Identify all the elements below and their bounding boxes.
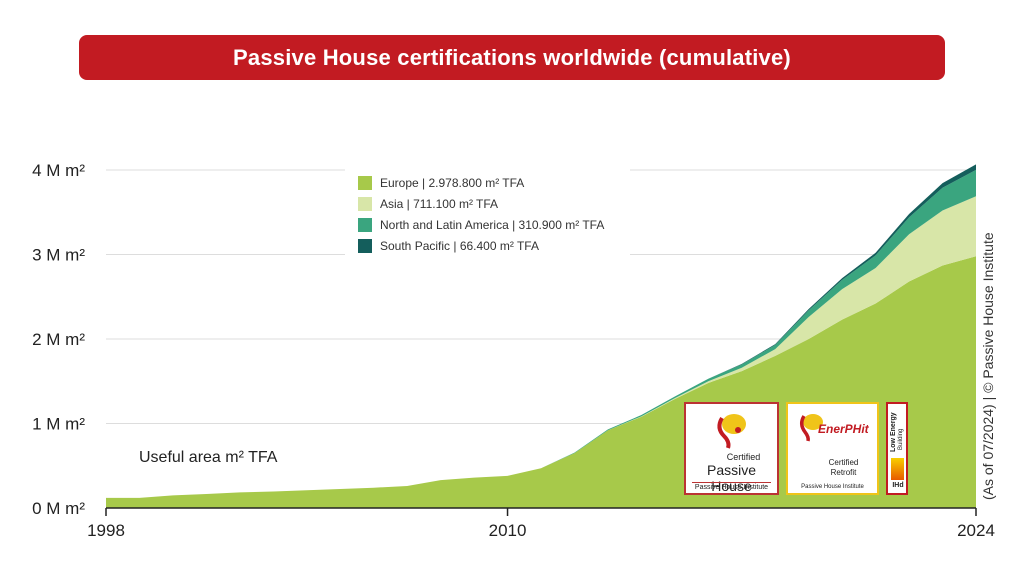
energy-gradient-bar <box>891 458 904 480</box>
y-tick-label: 0 M m² <box>32 499 85 518</box>
enerphit-logo: EnerPHit Certified Retrofit Passive Hous… <box>786 402 879 495</box>
title-banner: Passive House certifications worldwide (… <box>79 35 945 80</box>
enerphit-certified-text: Certified <box>828 458 859 467</box>
x-tick-label: 2024 <box>957 521 995 540</box>
legend-swatch <box>358 218 372 232</box>
chart-title: Passive House certifications worldwide (… <box>233 44 791 70</box>
legend-item-label: Europe | 2.978.800 m² TFA <box>380 176 524 190</box>
legend-swatch <box>358 176 372 190</box>
low-energy-building-logo: Low Energy Building IHd <box>886 402 908 495</box>
x-tick-label: 1998 <box>87 521 125 540</box>
enerphit-logo-icon <box>800 414 823 442</box>
ihd-text: IHd <box>892 482 904 489</box>
passive-house-logo: Certified Passive House Passive House In… <box>684 402 779 495</box>
low-energy-text: Low Energy <box>890 412 897 452</box>
axes: 0 M m² 1 M m² 2 M m² 3 M m² 4 M m² 1998 2010 20… <box>32 161 995 540</box>
legend-item-label: South Pacific | 66.400 m² TFA <box>380 239 539 253</box>
y-tick-label: 2 M m² <box>32 330 85 349</box>
useful-area-annotation: Useful area m² TFA <box>139 449 278 466</box>
legend-swatch <box>358 239 372 253</box>
logo-institute-text: Passive House Institute <box>692 482 771 491</box>
x-tick-label: 2010 <box>489 521 527 540</box>
legend-box <box>345 168 630 260</box>
enerphit-institute-text: Passive House Institute <box>801 484 864 490</box>
source-note: (As of 07/2024) | © Passive House Instit… <box>980 232 996 500</box>
y-tick-label: 4 M m² <box>32 161 85 180</box>
legend: Europe | 2.978.800 m² TFA Asia | 711.100 … <box>345 168 630 260</box>
y-tick-label: 3 M m² <box>32 246 85 265</box>
y-tick-label: 1 M m² <box>32 415 85 434</box>
legend-item-label: Asia | 711.100 m² TFA <box>380 197 498 211</box>
passive-house-logo-icon <box>717 414 746 449</box>
legend-swatch <box>358 197 372 211</box>
legend-item-label: North and Latin America | 310.900 m² TFA <box>380 218 604 232</box>
building-text: Building <box>898 428 904 450</box>
enerphit-brand-text: EnerPHit <box>818 422 869 436</box>
logo-certified-text: Certified <box>726 452 761 462</box>
enerphit-retrofit-text: Retrofit <box>830 468 857 477</box>
